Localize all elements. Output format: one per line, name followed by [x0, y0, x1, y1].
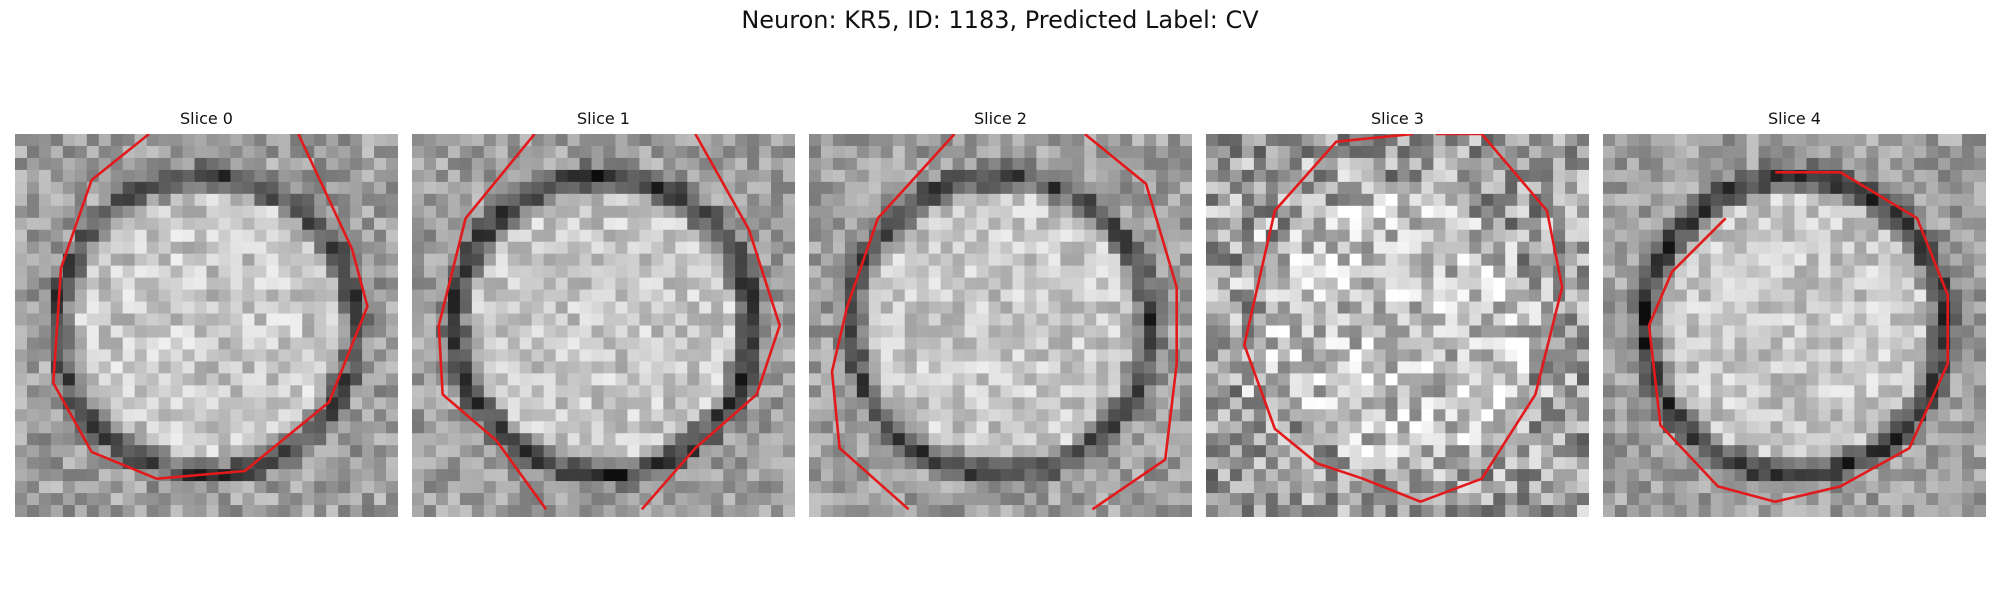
slice-title-3: Slice 3 — [1371, 109, 1424, 128]
slice-image-1 — [412, 134, 795, 517]
slice-contour-3 — [1242, 134, 1564, 504]
slice-svg-3 — [1206, 134, 1589, 517]
slice-image-0 — [15, 134, 398, 517]
figure-title: Neuron: KR5, ID: 1183, Predicted Label: … — [741, 6, 1259, 34]
slice-svg-4 — [1603, 134, 1986, 517]
slice-title-4: Slice 4 — [1768, 109, 1821, 128]
slice-contour-0 — [51, 134, 369, 481]
slice-title-2: Slice 2 — [974, 109, 1027, 128]
slice-contour-1 — [437, 134, 548, 511]
slice-image-2 — [809, 134, 1192, 517]
slice-contour-1-b — [640, 134, 782, 511]
slice-svg-2 — [809, 134, 1192, 517]
slice-contour-2 — [830, 134, 956, 511]
slice-image-3 — [1206, 134, 1589, 517]
slice-svg-0 — [15, 134, 398, 517]
slice-title-1: Slice 1 — [577, 109, 630, 128]
slice-title-0: Slice 0 — [180, 109, 233, 128]
slice-image-4 — [1603, 134, 1986, 517]
slice-svg-1 — [412, 134, 795, 517]
slice-contour-4 — [1647, 170, 1950, 504]
slice-contour-2-b — [1083, 134, 1179, 511]
